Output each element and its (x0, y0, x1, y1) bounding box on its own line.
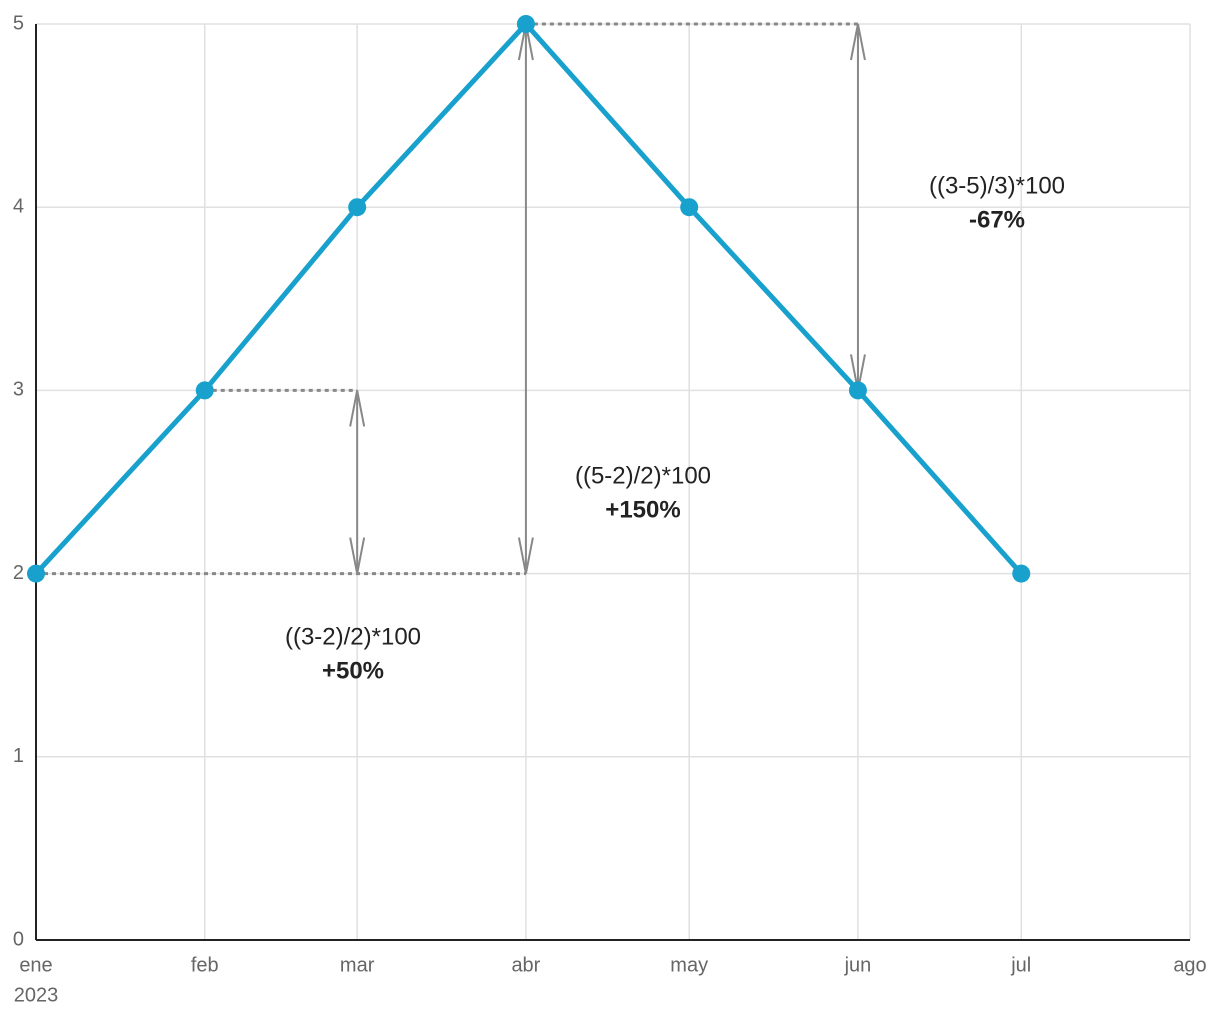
point (848, 381, 867, 400)
arrow-head (349, 537, 366, 574)
arrow-head (349, 390, 366, 427)
y-tick-label: 2 (13, 562, 24, 584)
x-tick-label: ene (19, 954, 52, 976)
y-tick-label: 5 (13, 12, 24, 34)
point (348, 198, 367, 217)
x-tick-sublabel: 2023 (14, 984, 59, 1006)
annotation-result: +150% (605, 496, 680, 523)
annotation-result: +50% (322, 657, 384, 684)
point (27, 564, 45, 583)
y-tick-label: 1 (13, 745, 24, 767)
arrow-head (517, 537, 534, 574)
y-tick-label: 3 (13, 379, 24, 401)
y-tick-label: 0 (13, 928, 24, 950)
x-tick-label: abr (511, 954, 540, 976)
x-tick-label: jul (1010, 954, 1031, 976)
y-tick-label: 4 (13, 195, 24, 217)
point (195, 381, 214, 400)
x-tick-label: may (670, 954, 708, 976)
x-tick-label: feb (191, 954, 219, 976)
point (1012, 564, 1031, 583)
line (34, 21, 1024, 576)
x-tick-label: mar (340, 954, 375, 976)
annotation-formula: ((3-2)/2)*100 (285, 623, 421, 650)
annotation-result: -67% (969, 206, 1025, 233)
annotation-formula: ((3-5)/3)*100 (929, 172, 1065, 199)
point (516, 15, 535, 33)
point (680, 198, 699, 217)
x-tick-label: ago (1173, 954, 1206, 976)
annotation-formula: ((5-2)/2)*100 (575, 462, 711, 489)
x-tick-label: jun (844, 954, 872, 976)
arrow-head (849, 23, 866, 61)
